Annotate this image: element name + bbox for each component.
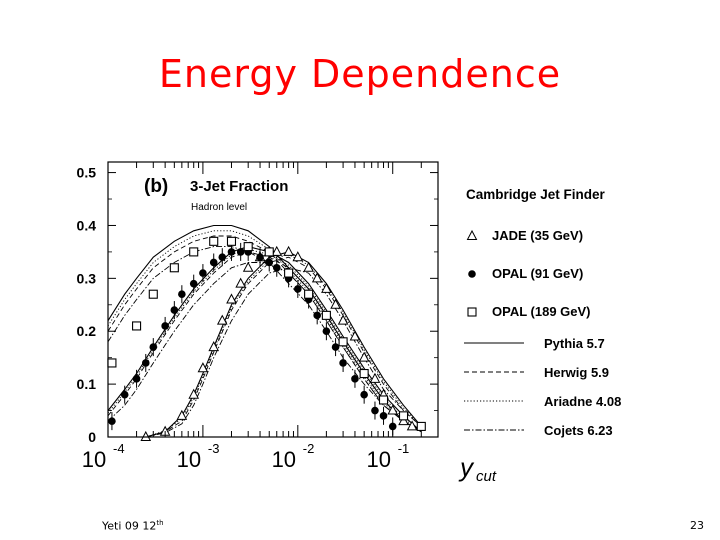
slide-title: Energy Dependence bbox=[0, 52, 720, 96]
marker-square bbox=[339, 338, 347, 346]
chart-subtitle: Hadron level bbox=[191, 202, 247, 213]
marker-circle bbox=[371, 407, 379, 415]
curve-dotted-mid bbox=[108, 249, 421, 431]
y-tick-label: 0.4 bbox=[77, 217, 97, 233]
marker-square bbox=[417, 422, 425, 430]
marker-circle bbox=[108, 417, 116, 425]
marker-square bbox=[133, 322, 141, 330]
marker-triangle bbox=[293, 252, 302, 261]
x-tick-label-exponent: -2 bbox=[303, 441, 315, 456]
curve-dashed-low bbox=[108, 236, 421, 432]
marker-circle bbox=[339, 359, 347, 367]
marker-circle bbox=[256, 253, 264, 261]
y-tick-label: 0.1 bbox=[77, 376, 97, 392]
marker-square bbox=[265, 248, 273, 256]
plot-frame bbox=[108, 162, 438, 437]
legend: JADE (35 GeV) OPAL (91 GeV) OPAL (189 GeV)… bbox=[464, 228, 621, 438]
marker-circle bbox=[171, 306, 179, 314]
marker-square bbox=[210, 237, 218, 245]
marker-circle bbox=[323, 327, 331, 335]
marker-circle bbox=[133, 375, 141, 383]
legend-label-circle: OPAL (91 GeV) bbox=[492, 266, 583, 281]
legend-label-triangle: JADE (35 GeV) bbox=[492, 228, 583, 243]
footer-event: Yeti 09 12 bbox=[102, 520, 156, 533]
marker-circle bbox=[273, 264, 281, 272]
marker-circle bbox=[228, 248, 236, 256]
marker-circle bbox=[294, 285, 302, 293]
curve-dashed-mid bbox=[108, 252, 421, 432]
y-tick-label: 0.3 bbox=[77, 270, 97, 286]
x-axis-label-main: y bbox=[458, 452, 475, 482]
marker-square bbox=[108, 359, 116, 367]
marker-circle bbox=[121, 391, 129, 399]
footer-superscript: th bbox=[156, 519, 163, 527]
chart-svg: (b) 3-Jet Fraction Hadron level 0 0.1 0.2 0… bbox=[60, 150, 660, 490]
marker-square bbox=[380, 396, 388, 404]
marker-circle bbox=[190, 280, 198, 288]
marker-circle bbox=[142, 359, 150, 367]
y-tick-label: 0 bbox=[88, 429, 96, 445]
marker-circle bbox=[265, 259, 273, 267]
marker-circle bbox=[218, 253, 226, 261]
marker-circle bbox=[351, 375, 359, 383]
marker-square bbox=[149, 290, 157, 298]
marker-square bbox=[285, 269, 293, 277]
legend-label-solid: Pythia 5.7 bbox=[544, 336, 605, 351]
panel-label: (b) bbox=[144, 176, 168, 197]
x-tick-label-exponent: -1 bbox=[398, 441, 410, 456]
marker-triangle bbox=[284, 247, 293, 256]
marker-square bbox=[227, 237, 235, 245]
x-tick-label-base: 10 bbox=[82, 447, 106, 472]
legend-label-dashdot: Cojets 6.23 bbox=[544, 423, 613, 438]
curve-solid-mid bbox=[108, 247, 421, 432]
marker-triangle bbox=[236, 279, 245, 288]
marker-square bbox=[170, 264, 178, 272]
legend-marker-circle bbox=[468, 270, 476, 278]
marker-square bbox=[322, 311, 330, 319]
curve-dashed-high bbox=[146, 257, 422, 437]
curve-dotted-high bbox=[146, 255, 422, 438]
marker-circle bbox=[178, 290, 186, 298]
x-tick-label-base: 10 bbox=[177, 447, 201, 472]
marker-square bbox=[360, 370, 368, 378]
legend-label-dashed: Herwig 5.9 bbox=[544, 365, 609, 380]
chart-title: 3-Jet Fraction bbox=[190, 178, 288, 195]
x-tick-label-exponent: -3 bbox=[208, 441, 220, 456]
legend-label-square: OPAL (189 GeV) bbox=[492, 304, 591, 319]
y-tick-label: 0.2 bbox=[77, 323, 97, 339]
marker-square bbox=[190, 248, 198, 256]
x-axis-ticks: 10 -4 10 -3 10 -2 10 -1 bbox=[82, 162, 422, 472]
marker-triangle bbox=[244, 263, 253, 272]
marker-triangle bbox=[189, 390, 198, 399]
marker-circle bbox=[199, 269, 207, 277]
marker-circle bbox=[210, 259, 218, 267]
legend-marker-triangle bbox=[468, 231, 477, 240]
legend-label-dotted: Ariadne 4.08 bbox=[544, 394, 621, 409]
marker-circle bbox=[161, 322, 169, 330]
y-tick-label: 0.5 bbox=[77, 165, 97, 181]
marker-circle bbox=[332, 343, 340, 351]
x-tick-label-exponent: -4 bbox=[113, 441, 125, 456]
legend-marker-square bbox=[468, 308, 476, 316]
plot-area bbox=[108, 226, 425, 441]
marker-circle bbox=[380, 412, 388, 420]
marker-circle bbox=[313, 312, 321, 320]
legend-title: Cambridge Jet Finder bbox=[466, 187, 606, 202]
x-tick-label-base: 10 bbox=[366, 447, 390, 472]
x-tick-label-base: 10 bbox=[272, 447, 296, 472]
chart-figure: (b) 3-Jet Fraction Hadron level 0 0.1 0.2 0… bbox=[60, 150, 660, 490]
x-axis-label-sub: cut bbox=[476, 468, 497, 485]
marker-triangle bbox=[339, 316, 348, 325]
marker-circle bbox=[360, 391, 368, 399]
curve-dashdot-low bbox=[108, 247, 421, 432]
footer-left: Yeti 09 12th bbox=[102, 519, 164, 533]
marker-circle bbox=[149, 343, 157, 351]
marker-triangle bbox=[227, 295, 236, 304]
marker-circle bbox=[237, 248, 245, 256]
marker-square bbox=[400, 412, 408, 420]
marker-square bbox=[305, 290, 313, 298]
marker-square bbox=[244, 243, 252, 251]
marker-triangle bbox=[209, 342, 218, 351]
page-number: 23 bbox=[690, 519, 704, 532]
